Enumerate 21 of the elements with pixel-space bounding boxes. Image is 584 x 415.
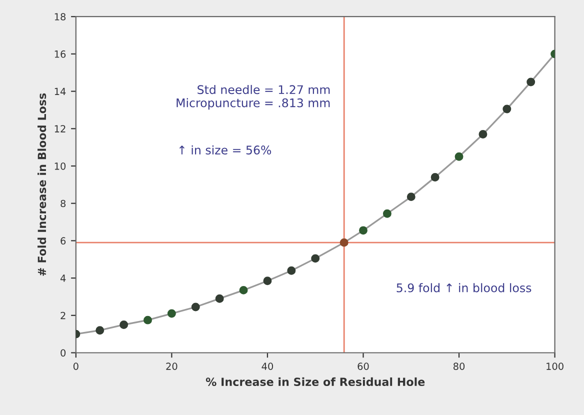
y-tick-label: 6 — [60, 237, 66, 245]
y-tick-label: 16 — [54, 50, 66, 58]
x-tick-label: 80 — [454, 362, 465, 370]
y-tick-label: 18 — [54, 13, 66, 20]
annotation: ↑ in size = 56% — [179, 145, 272, 154]
y-axis-title: # Fold Increase in Blood Loss — [38, 93, 46, 276]
y-tick-label: 10 — [54, 162, 66, 170]
annotation: Std needle = 1.27 mm Micropuncture = .813 mm — [176, 84, 330, 110]
y-tick-label: 4 — [60, 274, 66, 282]
x-tick-label: 0 — [73, 362, 78, 370]
y-tick-label: 12 — [54, 125, 66, 132]
y-tick-label: 0 — [60, 349, 66, 357]
y-tick-label: 8 — [60, 200, 66, 208]
x-tick-label: 20 — [166, 362, 178, 370]
annotation: 5.9 fold ↑ in blood loss — [396, 283, 532, 292]
x-axis-title: % Increase in Size of Residual Hole — [206, 377, 425, 386]
x-tick-label: 100 — [546, 362, 564, 370]
x-tick-label: 60 — [358, 362, 369, 370]
y-tick-label: 14 — [54, 88, 66, 95]
y-tick-label: 2 — [60, 312, 66, 320]
x-tick-label: 40 — [262, 362, 274, 370]
